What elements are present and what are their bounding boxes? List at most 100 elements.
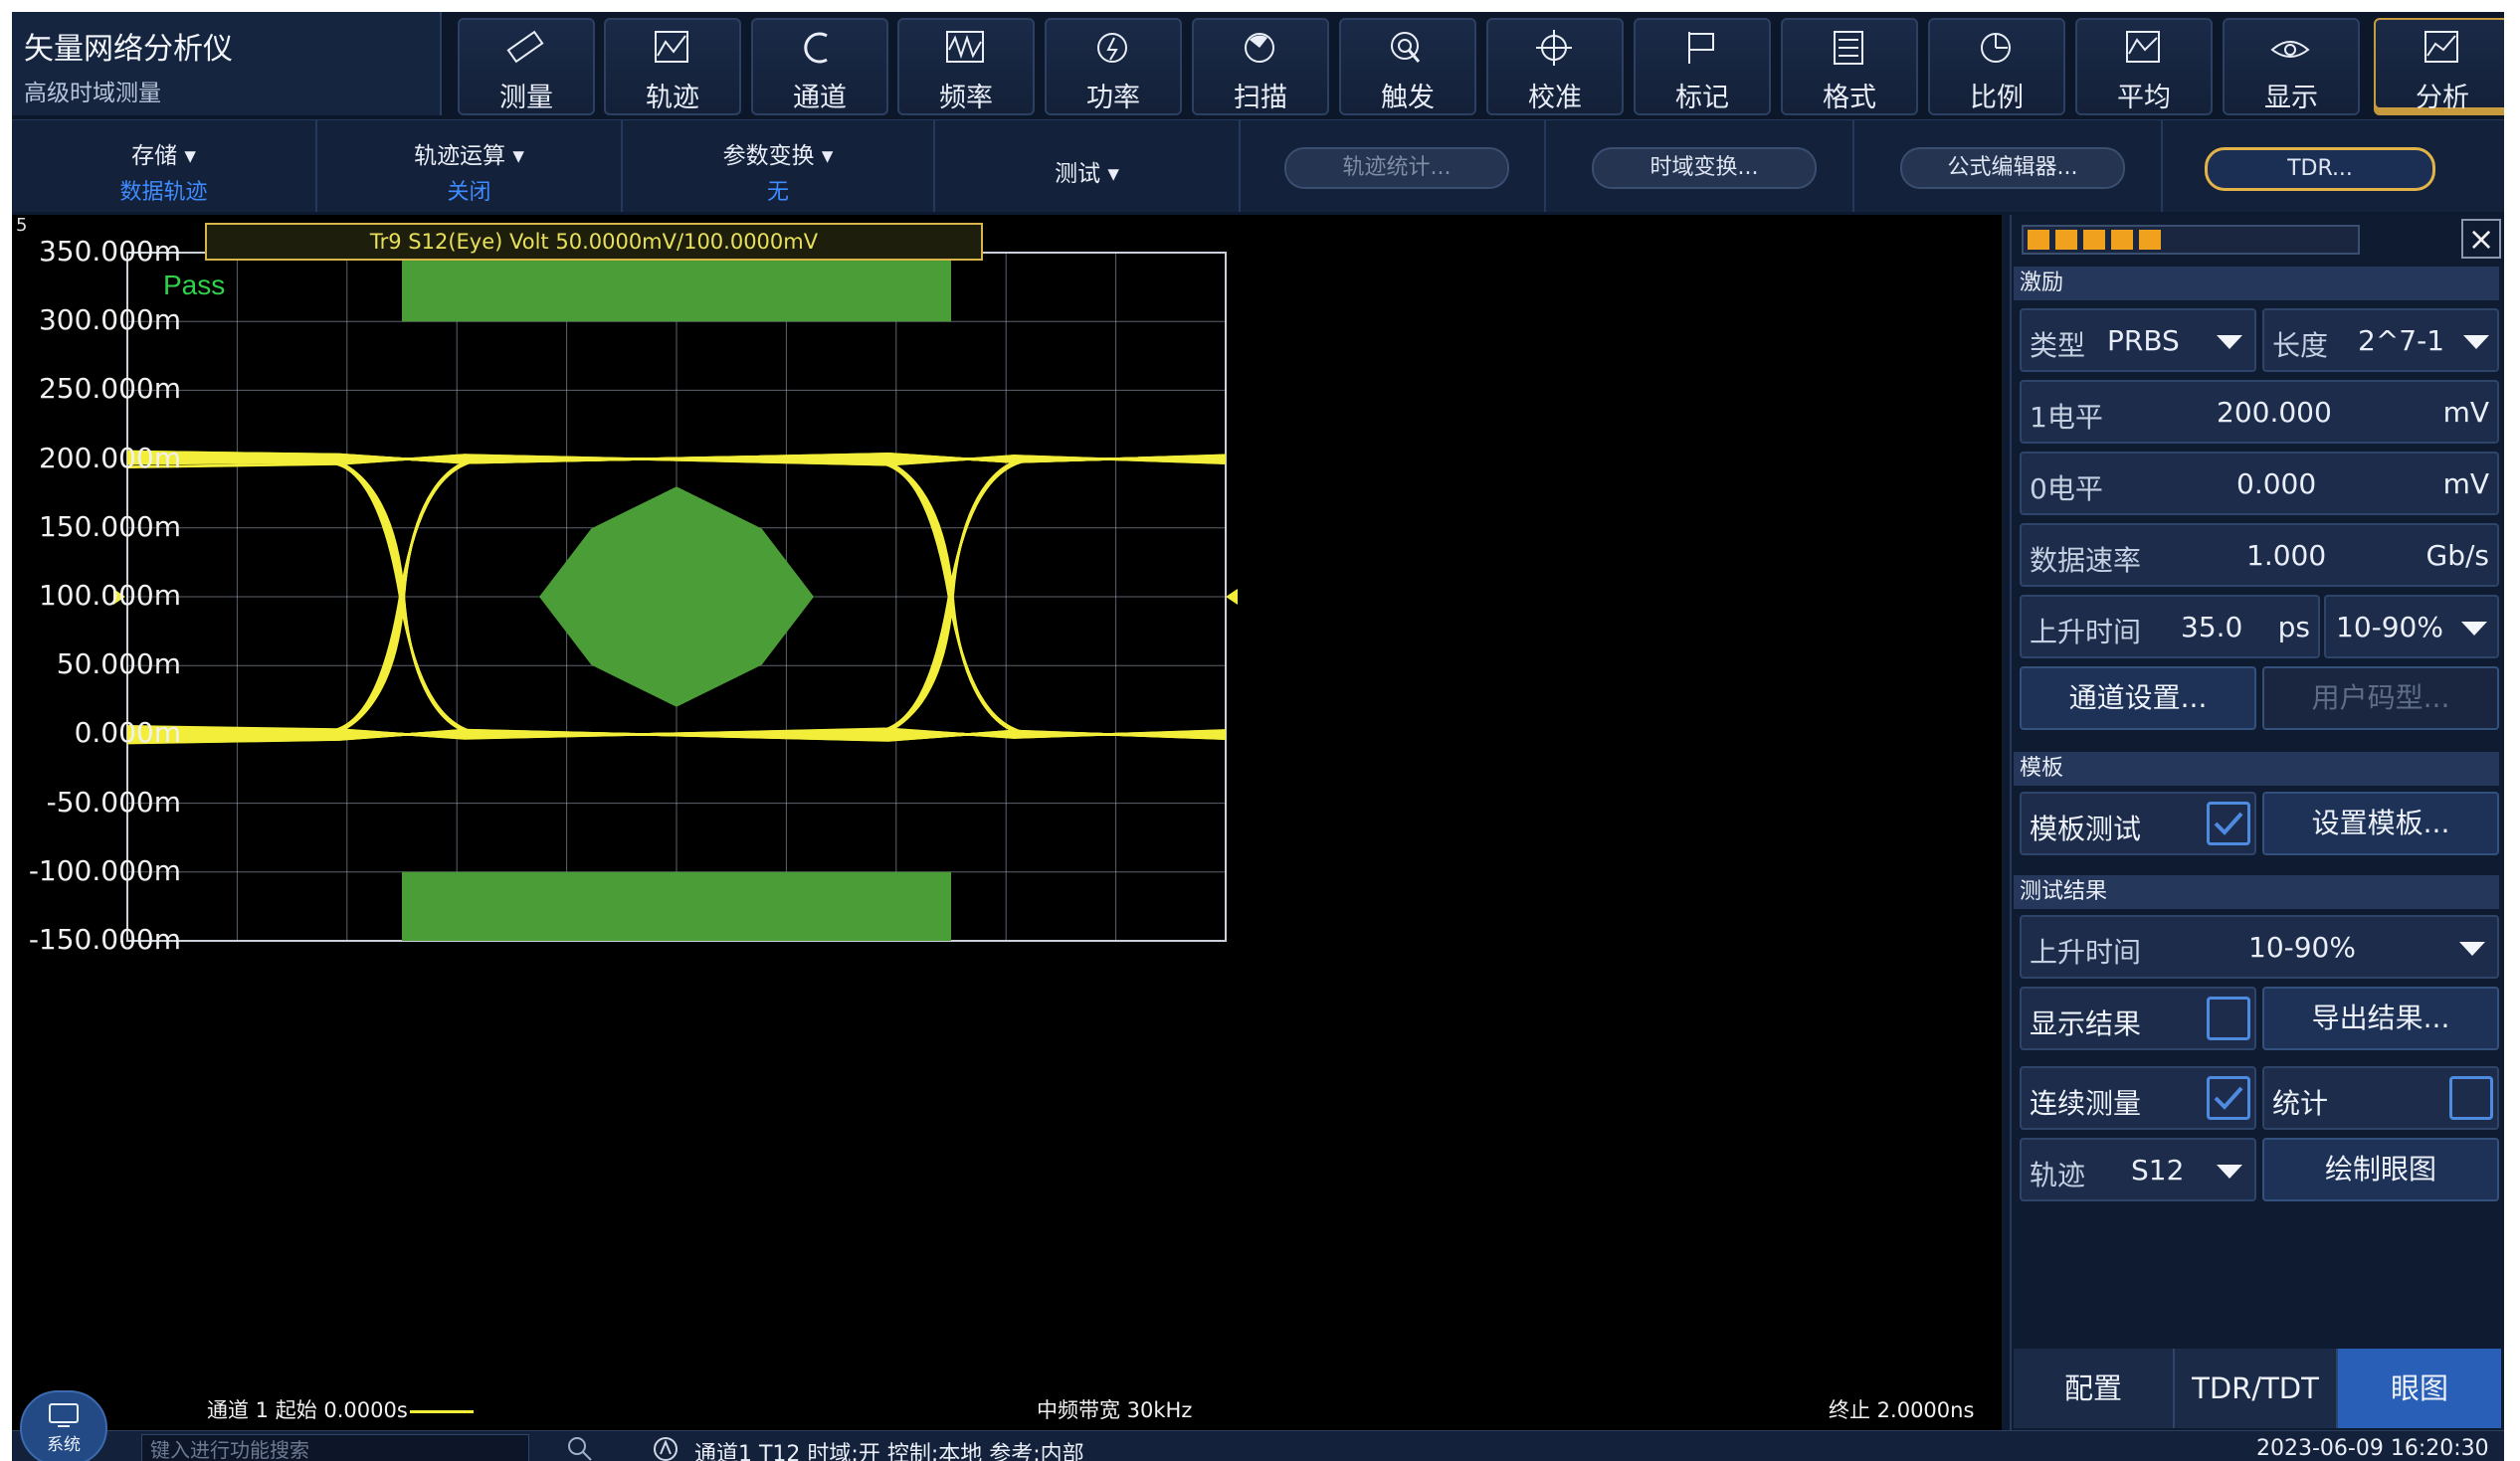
tab-eye-diagram[interactable]: 眼图 [2338, 1349, 2501, 1428]
trace-math-menu[interactable]: 轨迹运算 ▾ 关闭 [317, 120, 623, 212]
type-label: 类型 [2030, 329, 2086, 362]
mask-center-hexagon [539, 486, 814, 707]
format-icon [1834, 31, 1863, 65]
trace-label[interactable]: Tr9 S12(Eye) Volt 50.0000mV/100.0000mV [205, 223, 983, 261]
function-search-input[interactable]: 键入进行功能搜索 [141, 1434, 529, 1461]
tab-config[interactable]: 配置 [2014, 1349, 2175, 1428]
app-title: 矢量网络分析仪 [24, 32, 233, 67]
length-label: 长度 [2272, 329, 2329, 362]
result-rise-select[interactable]: 上升时间 10-90% [2020, 915, 2499, 979]
pass-status-text: Pass [163, 270, 225, 300]
channel-icon [804, 32, 828, 64]
export-results-button[interactable]: 导出结果... [2262, 987, 2499, 1050]
user-pattern-button[interactable]: 用户码型... [2262, 666, 2499, 730]
test-menu-label: 测试 [1055, 161, 1101, 187]
tdr-button[interactable]: TDR... [2205, 147, 2435, 191]
toolbar-button-analysis-chart[interactable]: 分析 [2374, 18, 2504, 115]
type-select[interactable]: 类型 PRBS [2020, 308, 2256, 372]
ruler-icon [506, 30, 544, 64]
storage-menu[interactable]: 存储 ▾ 数据轨迹 [12, 120, 317, 212]
eye-low-level-band [126, 731, 1227, 739]
dropdown-arrow-icon [2463, 335, 2489, 349]
footer-if-bandwidth: 中频带宽 30kHz [1037, 1398, 1193, 1422]
trace-stats-group: 轨迹统计... [1241, 120, 1546, 212]
section-mask: 模板 [2014, 752, 2499, 786]
param-conversion-value: 无 [766, 180, 789, 205]
calibration-icon [1536, 30, 1572, 66]
y-tick-label: 100.000m [38, 579, 181, 612]
toolbar-button-label: 标记 [1675, 83, 1729, 113]
system-button[interactable]: 系统 [20, 1390, 107, 1461]
data-rate-field[interactable]: 数据速率 1.000 Gb/s [2020, 523, 2499, 587]
toolbar-button-power[interactable]: 功率 [1045, 18, 1182, 115]
eye-diagram-panel: × 激励 类型 PRBS 长度 2^7-1 1电平 200.000 mV 0电平… [2010, 215, 2504, 1430]
continuous-checkbox[interactable] [2207, 1076, 2250, 1120]
param-conversion-label: 参数变换 [722, 143, 815, 169]
length-select[interactable]: 长度 2^7-1 [2262, 308, 2499, 372]
test-menu[interactable]: 测试 ▾ [935, 120, 1241, 212]
toolbar-button-scale[interactable]: 比例 [1928, 18, 2065, 115]
toolbar-button-average[interactable]: 平均 [2075, 18, 2213, 115]
continuous-label: 连续测量 [2030, 1087, 2142, 1120]
param-conversion-menu[interactable]: 参数变换 ▾ 无 [623, 120, 935, 212]
mask-test-checkbox[interactable] [2207, 802, 2250, 845]
panel-tabs: 配置 TDR/TDT 眼图 [2014, 1349, 2501, 1428]
data-rate-label: 数据速率 [2030, 544, 2142, 577]
statistics-checkbox[interactable] [2449, 1076, 2493, 1120]
level0-label: 0电平 [2030, 472, 2103, 505]
channel-setup-button[interactable]: 通道设置... [2020, 666, 2256, 730]
trace-stats-button[interactable]: 轨迹统计... [1284, 147, 1509, 189]
section-results: 测试结果 [2014, 875, 2499, 909]
mask-bottom [402, 871, 951, 941]
data-rate-value: 1.000 [2246, 539, 2327, 572]
footer-start: 通道 1 起始 0.0000s [207, 1394, 474, 1424]
frequency-icon [946, 31, 984, 63]
level0-field[interactable]: 0电平 0.000 mV [2020, 452, 2499, 515]
toolbar-button-marker-flag[interactable]: 标记 [1634, 18, 1771, 115]
length-value: 2^7-1 [2358, 324, 2445, 357]
toolbar-button-format[interactable]: 格式 [1781, 18, 1918, 115]
show-results-toggle[interactable]: 显示结果 [2020, 987, 2256, 1050]
average-icon [2126, 31, 2160, 63]
level1-field[interactable]: 1电平 200.000 mV [2020, 380, 2499, 444]
set-mask-button[interactable]: 设置模板... [2262, 792, 2499, 855]
tab-tdr-tdt[interactable]: TDR/TDT [2175, 1349, 2338, 1428]
result-rise-value: 10-90% [2248, 931, 2356, 964]
trace-select[interactable]: 轨迹 S12 [2020, 1138, 2256, 1201]
toolbar-button-trace[interactable]: 轨迹 [604, 18, 741, 115]
channel-status-icon [654, 1437, 678, 1461]
continuous-toggle[interactable]: 连续测量 [2020, 1066, 2256, 1130]
y-tick-label: -150.000m [28, 923, 181, 956]
draw-eye-button[interactable]: 绘制眼图 [2262, 1138, 2499, 1201]
toolbar-button-sweep[interactable]: 扫描 [1192, 18, 1329, 115]
toolbar-button-trigger[interactable]: 触发 [1339, 18, 1476, 115]
trigger-icon [1391, 32, 1421, 63]
trace-select-label: 轨迹 [2030, 1159, 2086, 1191]
status-datetime: 2023-06-09 16:20:30 [2256, 1436, 2489, 1461]
toolbar-button-frequency[interactable]: 频率 [897, 18, 1035, 115]
level1-label: 1电平 [2030, 401, 2103, 434]
rise-time-field[interactable]: 上升时间 35.0 ps [2020, 595, 2320, 658]
statistics-toggle[interactable]: 统计 [2262, 1066, 2499, 1130]
trace-math-value: 关闭 [447, 180, 491, 205]
toolbar-button-ruler[interactable]: 测量 [458, 18, 595, 115]
eye-diagram-canvas: Pass [113, 252, 1238, 942]
eye-diagram-plot[interactable]: Pass 5 Tr9 S12(Eye) Volt 50.0000mV/100.0… [12, 215, 2002, 1430]
show-results-checkbox[interactable] [2207, 997, 2250, 1040]
toolbar-button-channel[interactable]: 通道 [751, 18, 888, 115]
chevron-down-icon: ▾ [184, 143, 196, 169]
toolbar-button-display-eye[interactable]: 显示 [2223, 18, 2360, 115]
power-icon [1097, 33, 1127, 63]
mask-test-toggle[interactable]: 模板测试 [2020, 792, 2256, 855]
rise-time-unit: ps [2277, 611, 2310, 643]
equation-editor-button[interactable]: 公式编辑器... [1900, 147, 2125, 189]
channel-trace-line [409, 1409, 474, 1413]
status-info: 通道1 T12 时域:开 控制:本地 参考:内部 [694, 1442, 1084, 1461]
close-icon[interactable]: × [2461, 219, 2501, 259]
time-domain-button[interactable]: 时域变换... [1592, 147, 1817, 189]
chevron-down-icon: ▾ [512, 143, 524, 169]
toolbar-button-calibration[interactable]: 校准 [1486, 18, 1624, 115]
toolbar-button-label: 频率 [939, 83, 993, 113]
rise-mode-select[interactable]: 10-90% [2324, 595, 2499, 658]
search-icon[interactable] [565, 1434, 595, 1461]
